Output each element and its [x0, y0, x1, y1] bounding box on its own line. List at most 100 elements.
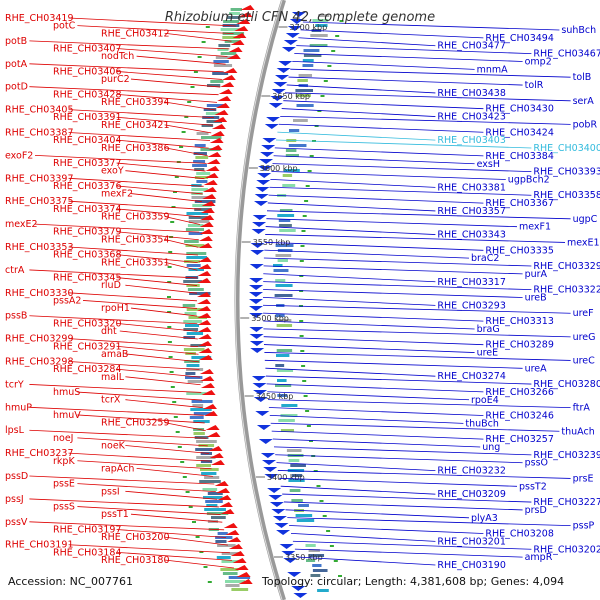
forward-gene-arrow [197, 278, 212, 283]
tick-mark [173, 416, 178, 418]
tick-mark [205, 26, 210, 28]
right-label-connector [279, 477, 518, 487]
feature-block [203, 496, 223, 499]
left-gene-label: lpsL [5, 425, 25, 436]
left-label-connector [164, 559, 235, 569]
left-gene-label: RHE_CH03394 [101, 97, 170, 108]
feature-block [206, 512, 229, 515]
right-label-connector [276, 462, 436, 471]
feature-block [213, 64, 233, 67]
feature-block [186, 332, 204, 335]
left-gene-label: RHE_CH03191 [5, 540, 74, 551]
forward-gene-arrow [197, 320, 212, 325]
reverse-gene-arrow [249, 285, 264, 290]
right-label-connector [271, 171, 506, 180]
right-gene-label: ugpC [573, 214, 598, 225]
right-gene-label: prsD [525, 505, 547, 516]
left-label-connector [164, 101, 216, 111]
right-label-connector [283, 100, 484, 110]
feature-block [185, 376, 203, 379]
forward-gene-arrow [200, 383, 215, 388]
reverse-gene-arrow [256, 425, 271, 430]
left-label-connector [29, 63, 224, 73]
right-label-connector [292, 60, 475, 70]
left-gene-label: RHE_CH03291 [53, 341, 122, 352]
tick-mark [171, 206, 176, 208]
feature-block [223, 20, 240, 23]
feature-block [186, 252, 207, 255]
left-gene-label: RHE_CH03351 [101, 257, 170, 268]
feature-block [201, 124, 214, 127]
tick-mark [177, 446, 182, 448]
right-gene-label: RHE_CH03424 [485, 127, 554, 138]
tick-mark [317, 110, 322, 112]
forward-gene-arrow [205, 425, 220, 430]
forward-gene-arrow [211, 124, 226, 129]
forward-gene-arrow [236, 19, 251, 24]
forward-gene-arrow [228, 544, 243, 549]
forward-gene-arrow [208, 145, 223, 150]
feature-block [205, 112, 220, 115]
right-gene-label: ureF [573, 308, 594, 319]
forward-gene-arrow [221, 75, 236, 80]
reverse-gene-arrow [249, 327, 264, 332]
feature-block [196, 464, 211, 467]
feature-block [287, 469, 305, 472]
right-gene-label: serA [573, 96, 595, 107]
right-label-connector [265, 375, 532, 385]
feature-block [305, 544, 316, 547]
left-gene-label: pssA2 [53, 295, 81, 306]
left-gene-label: RHE_CH03197 [53, 524, 122, 535]
tick-mark [306, 425, 311, 427]
right-label-connector [268, 194, 484, 204]
left-label-connector [136, 55, 226, 65]
reverse-gene-arrow [278, 61, 293, 66]
feature-block [306, 559, 316, 562]
left-label-connector [68, 132, 211, 141]
forward-gene-arrow [203, 411, 218, 416]
left-gene-label: RHE_CH03180 [101, 555, 170, 566]
feature-block [279, 229, 296, 232]
right-gene-label: RHE_CH03202 [533, 544, 600, 555]
feature-block [275, 284, 293, 287]
forward-gene-arrow [225, 530, 240, 535]
left-gene-label: mexF2 [101, 189, 133, 200]
feature-block [201, 136, 222, 139]
feature-block [200, 460, 213, 463]
right-label-connector [277, 470, 571, 479]
left-gene-label: RHE_CH03375 [5, 196, 74, 207]
right-gene-label: RHE_CH03246 [485, 411, 554, 422]
feature-block [296, 104, 314, 107]
feature-block [295, 94, 311, 97]
tick-mark [187, 101, 192, 103]
feature-block [186, 308, 209, 311]
feature-block [230, 8, 242, 11]
right-label-connector [288, 76, 523, 86]
forward-gene-arrow [198, 236, 213, 241]
feature-block [318, 14, 330, 17]
feature-block [183, 328, 199, 331]
right-gene-label: RHE_CH03209 [437, 489, 506, 500]
reverse-gene-arrow [275, 75, 289, 80]
feature-block [216, 556, 231, 559]
right-label-connector [273, 446, 532, 456]
reverse-gene-arrow [257, 173, 272, 178]
left-gene-label: noeJ [53, 433, 73, 444]
feature-block [309, 44, 328, 47]
right-label-connector [263, 312, 484, 322]
feature-block [195, 156, 209, 159]
left-label-connector [77, 391, 203, 401]
right-label-connector [287, 517, 571, 527]
right-label-connector [263, 344, 475, 353]
reverse-gene-arrow [249, 334, 264, 339]
left-gene-label: RHE_CH03407 [53, 44, 122, 55]
right-label-connector [265, 226, 436, 235]
left-label-connector [77, 483, 216, 493]
left-label-connector [77, 460, 212, 470]
left-gene-label: RHE_CH03386 [101, 143, 170, 154]
reverse-gene-arrow [279, 544, 294, 549]
reverse-gene-arrow [254, 194, 269, 199]
tick-mark [327, 65, 332, 67]
left-label-connector [116, 277, 198, 286]
reverse-gene-arrow [272, 516, 287, 521]
